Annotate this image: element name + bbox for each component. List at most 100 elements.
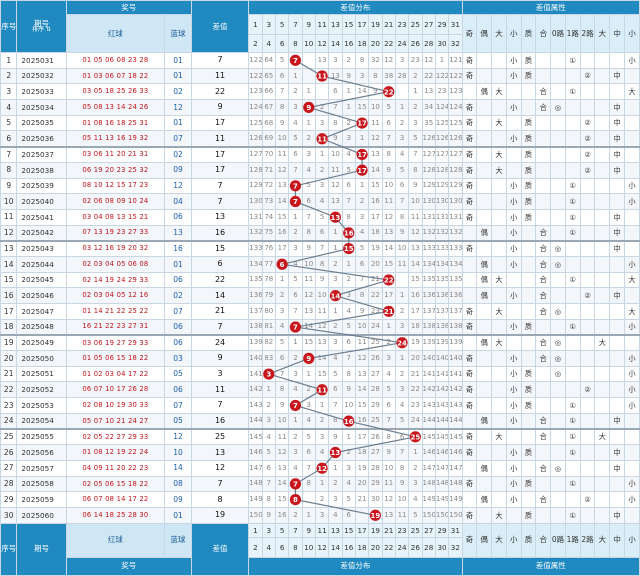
- row-dist-cell: 13: [274, 177, 290, 195]
- row-dist-cell: 1: [288, 491, 303, 508]
- row-dist-cell: 1: [314, 397, 330, 414]
- row-dist-cell: 12: [274, 161, 290, 179]
- row-dist-cell: 7: [394, 193, 410, 210]
- row-dist-cell: 9: [328, 130, 343, 148]
- sort-button[interactable]: 排序 ⇅: [32, 26, 51, 34]
- row-dist-cell: 8: [341, 208, 356, 226]
- foot-dist-col2-13: 28: [421, 536, 436, 558]
- row-dist-cell: 15: [314, 365, 330, 383]
- row-attr-cell: 小: [505, 491, 522, 508]
- row-dist-cell: 133: [434, 239, 450, 257]
- row-dist-cell: 71: [261, 161, 276, 179]
- row-attr-cell: [564, 114, 581, 132]
- row-attr-cell: 奇: [461, 67, 478, 85]
- row-seq: 27: [0, 459, 18, 477]
- row-dist-cell: 3: [288, 365, 303, 383]
- row-attr-cell: 小: [505, 52, 522, 69]
- row-attr-cell: 小: [623, 318, 640, 336]
- foot-dist-col2-11: 24: [394, 536, 410, 558]
- row-dist-cell: [261, 365, 276, 383]
- row-dist-cell: 1: [354, 130, 370, 148]
- row-dist-cell: 6: [328, 83, 343, 101]
- row-attr-cell: [535, 365, 552, 383]
- row-dist-cell: [341, 224, 356, 242]
- table-row: 2 2025032 01 03 06 07 18 22 01 11 122 65 6 1 13 9 3…: [0, 67, 640, 85]
- row-attr-cell: [535, 318, 552, 336]
- row-dist-cell: 17: [408, 303, 423, 320]
- row-attr-cell: [461, 333, 478, 352]
- row-dist-cell: 147: [434, 459, 450, 477]
- row-attr-cell: [594, 491, 611, 508]
- row-attr-cell: [550, 397, 566, 414]
- row-dist-cell: 3: [394, 381, 410, 399]
- row-dist-cell: 144: [434, 412, 450, 430]
- foot-dist-col2-0: 2: [248, 536, 263, 558]
- row-attr-cell: 质: [520, 365, 537, 383]
- row-dist-cell: [354, 114, 370, 132]
- row-dist-cell: 7: [381, 412, 396, 430]
- row-dist-cell: 13: [368, 145, 383, 163]
- row-dist-cell: 4: [288, 459, 303, 477]
- footer-red: 红球: [65, 522, 166, 558]
- row-dist-cell: 22: [408, 381, 423, 399]
- row-attr-cell: [609, 397, 625, 414]
- row-issue: 2025038: [16, 161, 67, 179]
- row-dist-cell: 137: [448, 303, 463, 320]
- row-attr-cell: [550, 161, 566, 179]
- row-attr-cell: [564, 491, 581, 508]
- row-seq: 29: [0, 491, 18, 508]
- row-attr-cell: 小: [505, 193, 522, 210]
- table-row: 30 2025060 06 14 18 25 28 30 01 19 150 9 16 2 1 3 4…: [0, 506, 640, 524]
- row-attr-cell: 小: [623, 381, 640, 399]
- table-row: 16 2025046 02 03 04 05 12 16 02 14 136 79 2 6 12 1…: [0, 287, 640, 304]
- row-dist-cell: 147: [448, 459, 463, 477]
- row-dist-cell: 12: [328, 177, 343, 195]
- row-red-balls: 02 03 04 05 06 08: [65, 255, 166, 273]
- row-seq: 2: [0, 67, 18, 85]
- row-attr-cell: 小: [623, 365, 640, 383]
- row-attr-cell: 大: [491, 161, 507, 179]
- row-dist-cell: 16: [274, 506, 290, 524]
- row-attr-cell: 质: [520, 114, 537, 132]
- row-attr-cell: [550, 177, 566, 195]
- row-blue-ball: 06: [164, 208, 192, 226]
- row-attr-cell: [623, 130, 640, 148]
- row-dist-cell: 147: [248, 459, 263, 477]
- row-dist-cell: 5: [261, 444, 276, 461]
- row-attr-cell: [623, 239, 640, 257]
- row-attr-cell: 合: [535, 239, 552, 257]
- row-dist-cell: 16: [274, 224, 290, 242]
- row-attr-cell: [550, 67, 566, 85]
- foot-dist-col-14: 29: [434, 522, 450, 538]
- row-dist-cell: 4: [354, 224, 370, 242]
- row-attr-cell: ②: [579, 145, 596, 163]
- row-dist-cell: 149: [448, 491, 463, 508]
- row-attr-cell: [491, 491, 507, 508]
- row-attr-cell: [476, 318, 493, 336]
- dist-col2-1: 4: [261, 34, 276, 53]
- row-attr-cell: 中: [609, 287, 625, 304]
- row-dist-cell: 142: [434, 381, 450, 399]
- row-dist-cell: 18: [408, 318, 423, 336]
- row-dist-cell: 135: [248, 271, 263, 289]
- foot-attr-col-10: 中: [609, 522, 625, 558]
- row-dist-cell: 9: [328, 428, 343, 446]
- row-dist-cell: 4: [341, 475, 356, 493]
- row-seq: 24: [0, 412, 18, 430]
- table-row: 21 2025051 01 02 03 04 17 22 05 3 141 7 3 1 15 5 8 1…: [0, 365, 640, 383]
- row-seq: 11: [0, 208, 18, 226]
- row-blue-ball: 13: [164, 224, 192, 242]
- dist-col2-2: 6: [274, 34, 290, 53]
- row-dist-cell: 12: [368, 130, 383, 148]
- row-attr-cell: [594, 193, 611, 210]
- row-attr-cell: [623, 208, 640, 226]
- row-diff: 9: [190, 99, 250, 116]
- row-red-balls: 02 06 08 09 10 24: [65, 193, 166, 210]
- row-dist-cell: 13: [381, 224, 396, 242]
- row-dist-cell: 131: [448, 208, 463, 226]
- row-red-balls: 06 19 20 23 25 32: [65, 161, 166, 179]
- row-red-balls: 03 05 18 25 26 33: [65, 83, 166, 101]
- row-dist-cell: [341, 412, 356, 430]
- row-dist-cell: 11: [328, 161, 343, 179]
- row-attr-cell: [594, 412, 611, 430]
